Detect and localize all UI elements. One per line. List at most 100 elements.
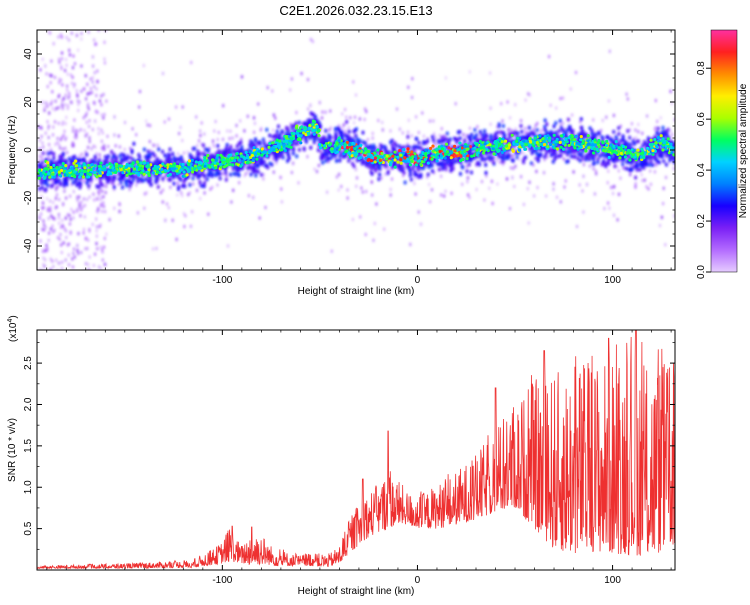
speckle: [507, 128, 509, 132]
band-cell: [432, 138, 435, 142]
speckle: [50, 274, 52, 278]
band-cell: [322, 153, 325, 157]
speckle: [64, 103, 66, 107]
speckle: [222, 104, 224, 108]
speckle: [654, 170, 656, 174]
speckle: [58, 81, 60, 85]
band-cell: [633, 142, 636, 146]
speckle: [65, 58, 67, 62]
speckle: [359, 117, 361, 121]
speckle: [101, 140, 103, 144]
speckle: [353, 121, 355, 125]
speckle: [607, 181, 609, 185]
ridge-cell: [328, 144, 331, 147]
speckle: [271, 89, 273, 93]
speckle: [60, 65, 62, 69]
ridge-cell: [264, 151, 267, 154]
speckle: [338, 173, 340, 177]
speckle: [409, 243, 411, 247]
band-cell: [72, 156, 75, 160]
band-cell: [387, 170, 390, 174]
speckle: [87, 92, 89, 96]
speckle: [48, 136, 50, 140]
band-cell: [530, 161, 533, 165]
speckle: [128, 188, 130, 192]
speckle: [254, 122, 256, 126]
speckle: [53, 42, 55, 46]
speckle: [155, 247, 157, 251]
speckle: [145, 119, 147, 123]
band-cell: [161, 150, 164, 154]
speckle: [183, 225, 185, 229]
band-cell: [253, 167, 256, 171]
band-cell: [634, 176, 637, 180]
speckle: [51, 107, 53, 111]
speckle: [563, 185, 565, 189]
ridge-cell: [624, 155, 627, 158]
speckle: [462, 133, 464, 137]
speckle: [662, 202, 664, 206]
ridge-cell: [660, 134, 663, 137]
speckle: [47, 208, 49, 212]
speckle: [64, 318, 66, 322]
speckle: [218, 131, 220, 135]
speckle: [40, 135, 42, 139]
speckle: [103, 113, 105, 117]
band-cell: [41, 186, 44, 190]
band-cell: [125, 157, 128, 161]
band-cell: [145, 177, 148, 181]
speckle: [513, 185, 515, 189]
speckle: [43, 223, 45, 227]
speckle: [113, 207, 115, 211]
band-cell: [54, 181, 57, 185]
band-cell: [583, 135, 586, 139]
band-cell: [347, 159, 350, 163]
speckle: [119, 203, 121, 207]
speckle: [90, 87, 92, 91]
band-cell: [352, 138, 355, 142]
speckle: [86, 112, 88, 116]
speckle: [66, 84, 68, 88]
speckle: [89, 91, 91, 95]
band-cell: [570, 154, 573, 158]
band-cell: [168, 153, 171, 157]
speckle: [145, 191, 147, 195]
band-cell: [340, 151, 343, 155]
speckle: [216, 183, 218, 187]
speckle: [58, 261, 60, 265]
speckle: [64, 227, 66, 231]
band-cell: [87, 184, 90, 188]
speckle: [68, 297, 70, 301]
speckle: [389, 129, 391, 133]
speckle: [58, 106, 60, 110]
band-cell: [124, 179, 127, 183]
band-cell: [177, 187, 180, 191]
speckle: [39, 155, 41, 159]
speckle: [201, 121, 203, 125]
speckle: [86, 198, 88, 202]
speckle: [58, 60, 60, 64]
band-cell: [113, 185, 116, 189]
speckle: [291, 77, 293, 81]
ridge-cell: [396, 156, 399, 159]
speckle: [605, 115, 607, 119]
speckle: [89, 77, 91, 81]
speckle: [42, 206, 44, 210]
band-cell: [52, 156, 55, 160]
speckle: [76, 198, 78, 202]
band-cell: [602, 153, 605, 157]
band-cell: [580, 117, 583, 121]
band-cell: [103, 160, 106, 164]
band-cell: [581, 155, 584, 159]
band-cell: [513, 130, 516, 134]
speckle: [83, 228, 85, 232]
band-cell: [329, 135, 332, 139]
ridge-cell: [445, 143, 448, 146]
speckle: [612, 192, 614, 196]
speckle: [63, 134, 65, 138]
band-cell: [625, 167, 628, 171]
speckle: [348, 126, 350, 130]
band-cell: [263, 141, 266, 145]
speckle: [44, 258, 46, 262]
